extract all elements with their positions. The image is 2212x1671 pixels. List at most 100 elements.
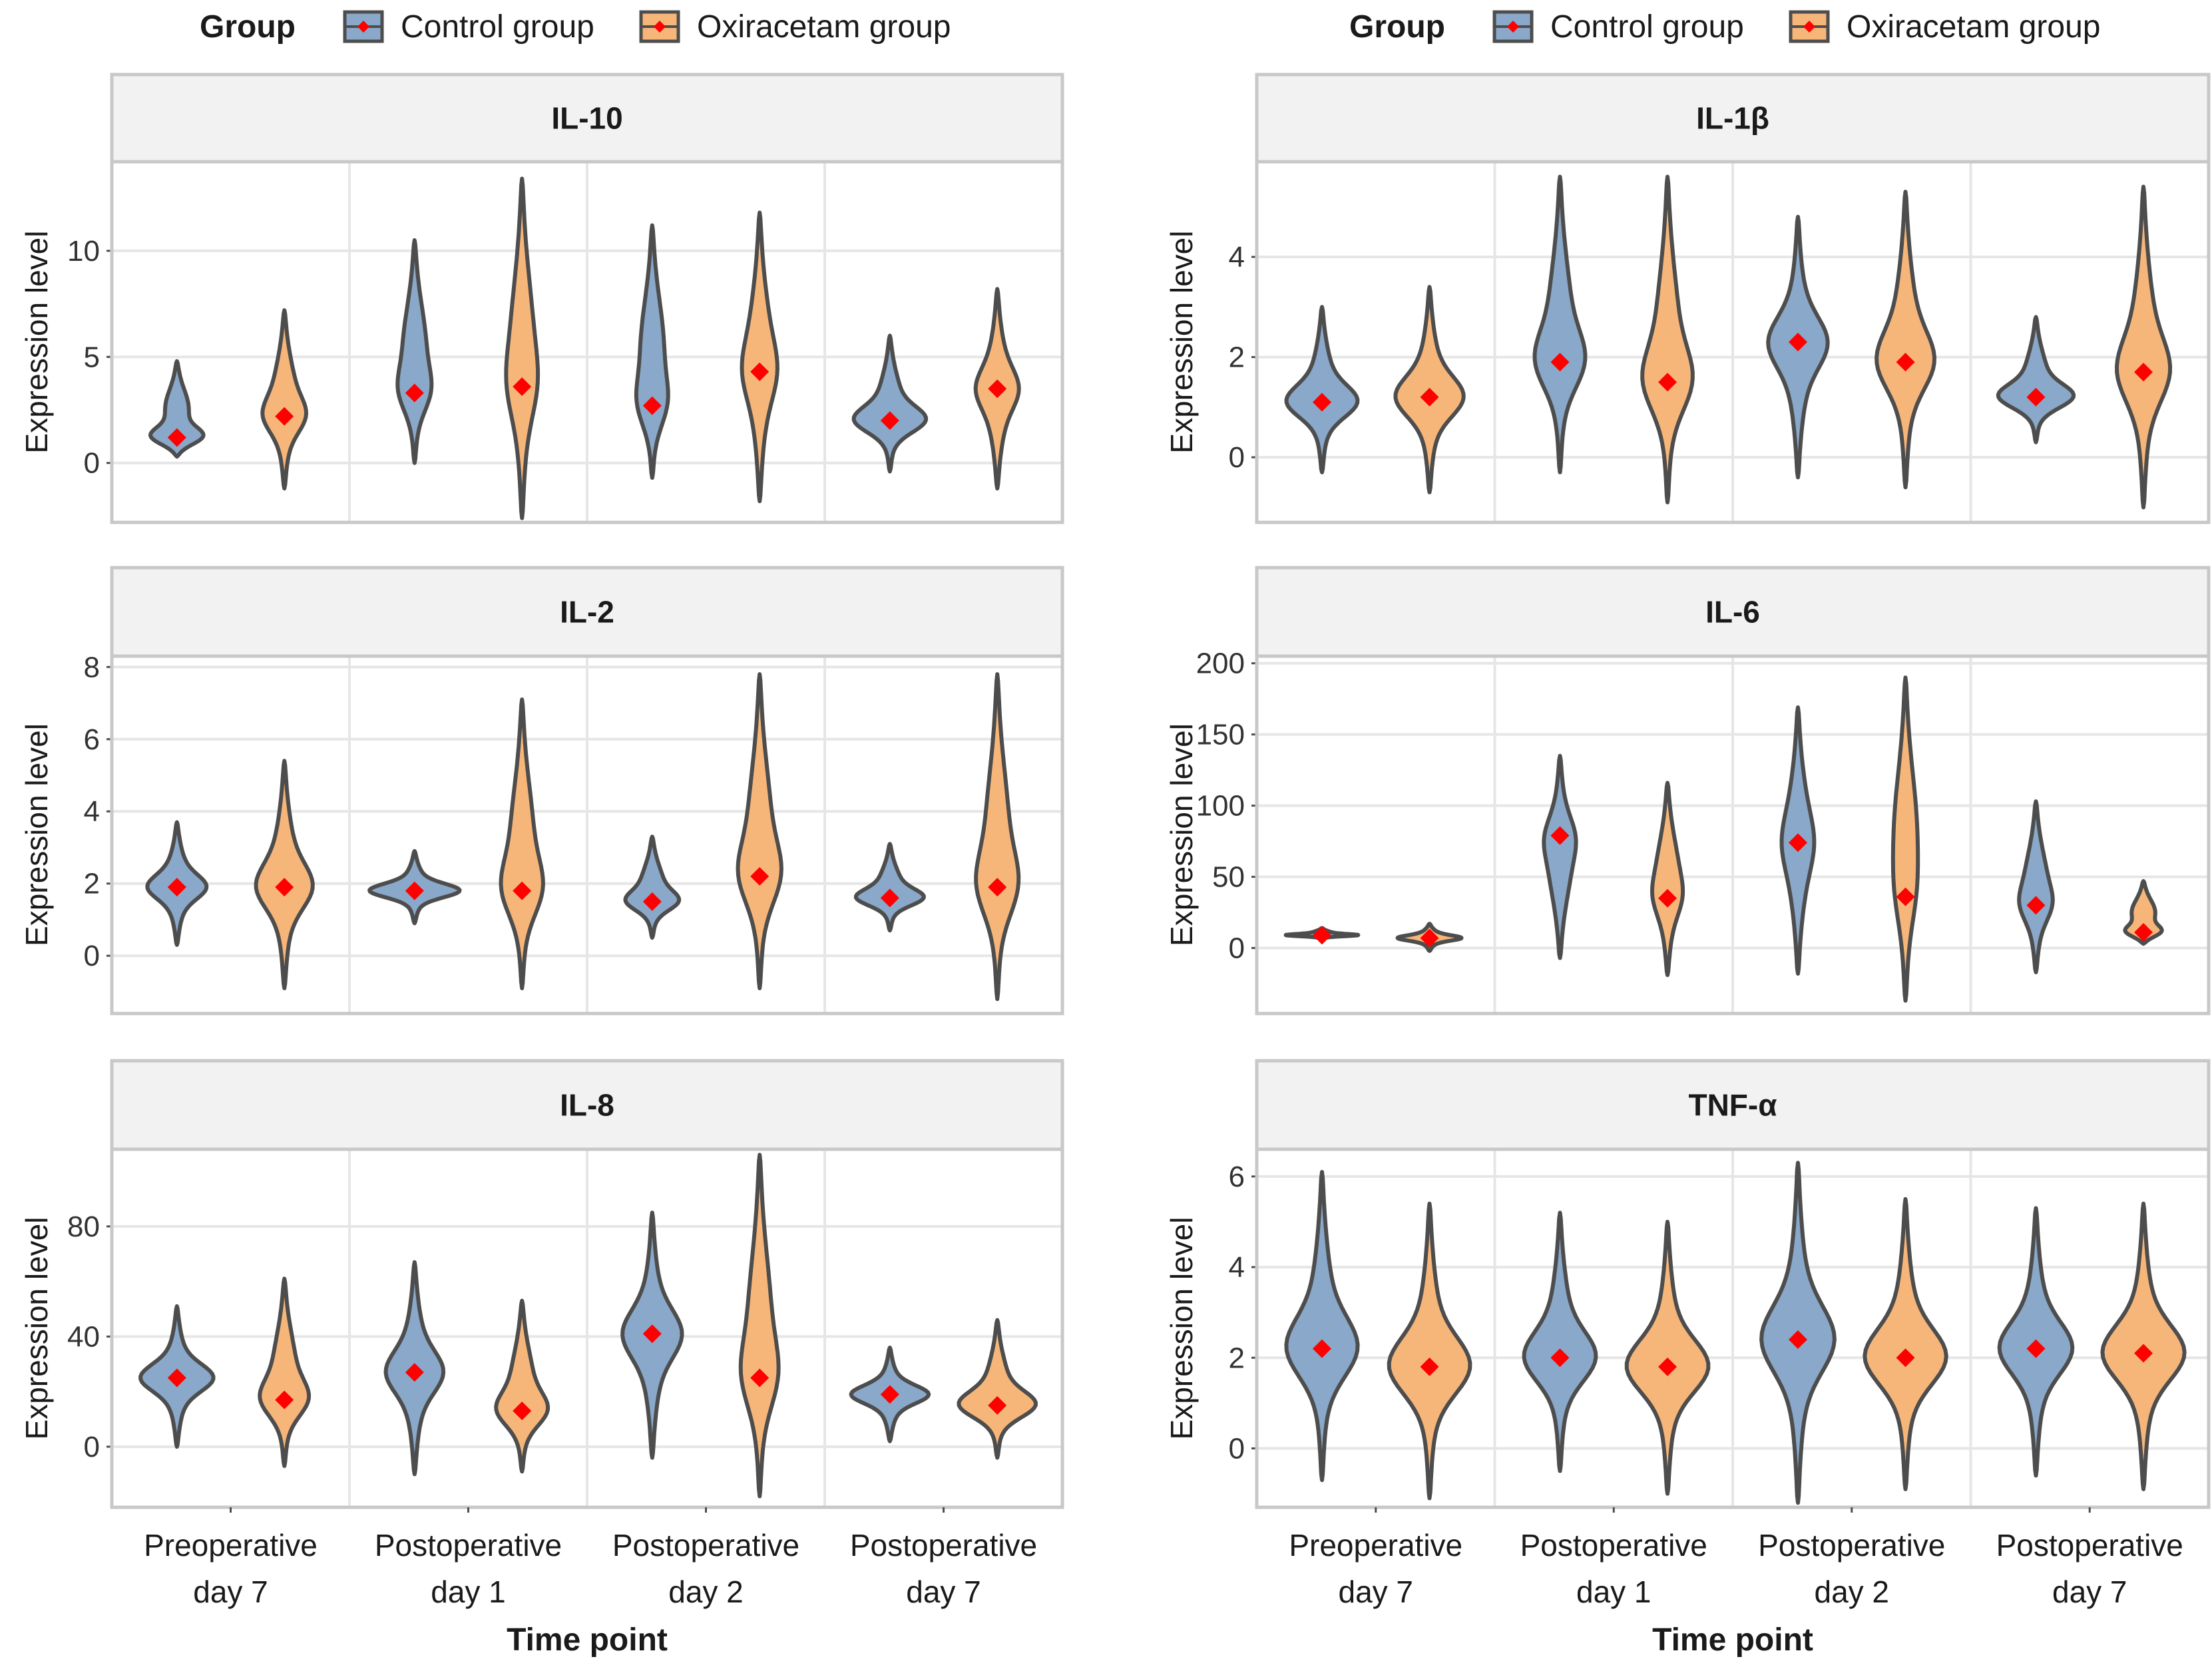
- x-tick-label: day 2: [1814, 1575, 1889, 1609]
- legend-title: Group: [200, 9, 296, 45]
- violin-oxiracetam: [740, 210, 779, 504]
- y-tick-label: 2: [1229, 1342, 1245, 1374]
- y-tick-label: 0: [1229, 1432, 1245, 1465]
- panel-border: [110, 160, 1064, 524]
- violin-oxiracetam: [494, 1298, 551, 1474]
- x-tick-label: day 7: [906, 1575, 981, 1609]
- panel-il-6: IL-6 0 50 100 150 200 Expression level: [1164, 566, 2211, 1016]
- violin-oxiracetam: [1640, 174, 1695, 504]
- legend-item-label: Oxiracetam group: [1847, 9, 2101, 45]
- facet-title: IL-1β: [1696, 101, 1769, 136]
- mean-marker-oxiracetam: [513, 881, 532, 900]
- violin-oxiracetam: [1890, 675, 1920, 1003]
- facet-title: IL-10: [551, 101, 622, 136]
- violin-oxiracetam: [957, 1318, 1038, 1460]
- violin-oxiracetam: [2115, 184, 2173, 510]
- mean-marker-control: [405, 1363, 424, 1382]
- y-tick-label: 4: [84, 795, 100, 828]
- y-tick-label: 2: [1229, 341, 1245, 374]
- mean-marker-control: [2026, 1339, 2046, 1358]
- panel-il-8: IL-8 0 40 80 Expression level Preoperative day…: [19, 1059, 1064, 1658]
- y-axis-label: Expression level: [19, 231, 54, 454]
- mean-marker-control: [1550, 826, 1570, 845]
- violin-oxiracetam: [499, 697, 545, 990]
- y-tick-label: 0: [84, 447, 100, 480]
- mean-marker-control: [642, 892, 662, 911]
- mean-marker-oxiracetam: [1658, 888, 1677, 908]
- y-tick-label: 2: [84, 868, 100, 900]
- y-axis-label: Expression level: [19, 1217, 54, 1440]
- legend: Group Control group Oxiracetam group: [1349, 9, 2101, 45]
- mean-marker-control: [167, 428, 186, 447]
- facet-strip: [1255, 73, 2211, 164]
- y-tick-label: 10: [67, 235, 100, 268]
- mean-marker-oxiracetam: [1658, 373, 1677, 392]
- mean-marker-oxiracetam: [750, 1368, 770, 1388]
- violin-control: [623, 835, 682, 940]
- violin-oxiracetam: [974, 672, 1021, 1002]
- legend-item-label: Oxiracetam group: [697, 9, 951, 45]
- violin-control: [851, 333, 929, 474]
- mean-marker-oxiracetam: [1896, 1348, 1915, 1368]
- panel-border: [110, 1147, 1064, 1509]
- violin-control: [1284, 305, 1360, 474]
- mean-marker-control: [1788, 1330, 1807, 1350]
- facet-title: IL-2: [560, 595, 614, 630]
- mean-marker-oxiracetam: [513, 1401, 532, 1421]
- mean-marker-oxiracetam: [2134, 1344, 2153, 1363]
- mean-marker-control: [2026, 896, 2046, 915]
- mean-marker-oxiracetam: [1896, 887, 1915, 906]
- y-tick-label: 5: [84, 341, 100, 373]
- x-tick-label: day 1: [431, 1575, 506, 1609]
- facet-strip: [110, 566, 1064, 658]
- mean-marker-control: [167, 878, 186, 897]
- facet-strip: [1255, 1059, 2211, 1151]
- y-tick-label: 6: [1229, 1161, 1245, 1193]
- violin-control: [395, 238, 434, 465]
- mean-marker-oxiracetam: [1420, 1357, 1439, 1376]
- mean-marker-control: [880, 888, 899, 908]
- y-tick-label: 0: [84, 940, 100, 972]
- mean-marker-oxiracetam: [1420, 928, 1439, 948]
- mean-marker-control: [405, 383, 424, 403]
- y-tick-label: 4: [1229, 1251, 1245, 1284]
- mean-marker-control: [880, 1385, 899, 1404]
- mean-marker-control: [1312, 926, 1331, 945]
- y-tick-label: 150: [1196, 719, 1245, 751]
- panel-border: [110, 654, 1064, 1016]
- panel-border: [1255, 1147, 2211, 1509]
- violin-control: [148, 359, 206, 459]
- legend-item-oxiracetam: Oxiracetam group: [1789, 9, 2101, 45]
- x-tick-label: Postoperative: [1520, 1528, 1707, 1563]
- facet-strip: [110, 1059, 1064, 1151]
- violin-oxiracetam: [2123, 879, 2164, 946]
- mean-marker-control: [1788, 833, 1807, 852]
- mean-marker-control: [642, 396, 662, 415]
- mean-marker-oxiracetam: [1896, 353, 1915, 372]
- y-tick-label: 80: [67, 1210, 100, 1243]
- facet-title: IL-8: [560, 1088, 614, 1123]
- mean-marker-oxiracetam: [2134, 363, 2153, 382]
- facet-title: IL-6: [1705, 595, 1760, 630]
- violin-oxiracetam: [738, 1153, 781, 1499]
- violin-control: [1532, 174, 1588, 474]
- facet-strip: [1255, 566, 2211, 658]
- mean-marker-control: [1788, 333, 1807, 351]
- x-tick-label: Postoperative: [1758, 1528, 1945, 1563]
- mean-marker-oxiracetam: [513, 377, 532, 396]
- y-tick-label: 0: [84, 1431, 100, 1463]
- panel-tnf-: TNF-α 0 2 4 6 Expression level Preoperative day…: [1164, 1059, 2211, 1658]
- legend-item-label: Control group: [401, 9, 594, 45]
- x-tick-label: day 7: [193, 1575, 268, 1609]
- mean-marker-oxiracetam: [275, 1390, 294, 1409]
- y-tick-label: 4: [1229, 241, 1245, 274]
- mean-marker-oxiracetam: [1658, 1357, 1677, 1376]
- y-tick-label: 6: [84, 723, 100, 756]
- x-tick-label: day 1: [1576, 1575, 1652, 1609]
- mean-marker-oxiracetam: [988, 1395, 1007, 1415]
- legend: Group Control group Oxiracetam group: [200, 9, 951, 45]
- mean-marker-control: [2026, 387, 2046, 407]
- violin-oxiracetam: [260, 308, 308, 490]
